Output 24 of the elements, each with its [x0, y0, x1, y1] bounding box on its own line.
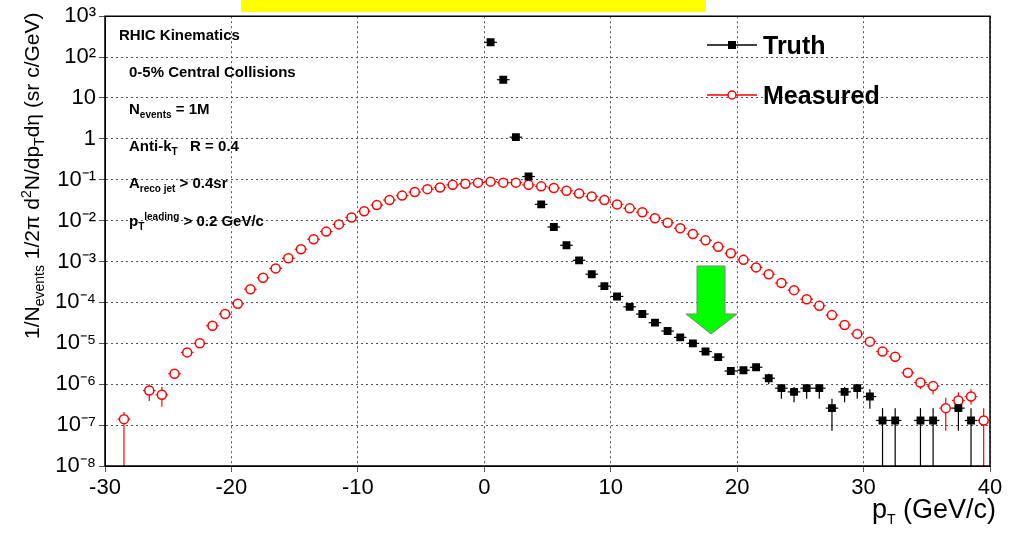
- y-tick-label: 10⁻¹: [57, 165, 96, 191]
- text: Anti-k$_{T}$ R = 0.4: [129, 137, 239, 158]
- x-tick-label: 20: [724, 474, 750, 500]
- x-tick-label: -20: [215, 474, 248, 500]
- x-tick-label: 0: [478, 474, 491, 500]
- y-tick-label: 10⁻²: [57, 206, 96, 232]
- legend-label: Truth: [763, 30, 826, 60]
- x-tick-label: -10: [341, 474, 374, 500]
- annotation: p$_{T}$$^{leading}$ > 0.2 GeV/c: [129, 211, 264, 233]
- y-tick-label: 10: [71, 84, 96, 110]
- annotation: RHIC Kinematics: [119, 26, 240, 44]
- y-tick-label: 10⁻⁵: [55, 329, 96, 355]
- x-tick-label: 10: [598, 474, 623, 500]
- y-tick-label: 10²: [64, 43, 96, 69]
- annotation: N$_{events}$ = 1M: [129, 100, 210, 121]
- y-tick-label: 10³: [64, 2, 96, 28]
- y-tick-label: 10⁻⁶: [55, 370, 96, 396]
- legend-label: Measured: [763, 80, 880, 110]
- annotation: A$_{reco jet}$ > 0.4sr: [129, 174, 228, 195]
- y-tick-label: 1: [83, 124, 96, 150]
- annotation: 0-5% Central Collisions: [129, 63, 296, 81]
- y-tick-label: 10⁻³: [57, 247, 96, 273]
- y-tick-label: 10⁻⁴: [55, 288, 96, 314]
- y-tick-label: 10⁻⁷: [56, 411, 97, 437]
